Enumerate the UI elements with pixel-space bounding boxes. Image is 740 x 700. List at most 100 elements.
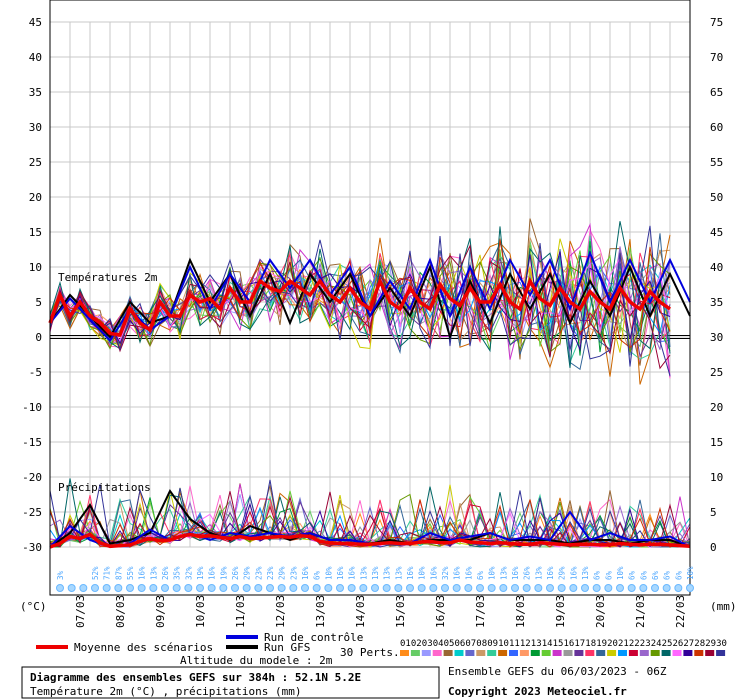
member-swatch [410, 650, 420, 656]
prob-label: 3% [56, 570, 65, 580]
prob-label: 35% [173, 566, 182, 580]
prob-label: 16% [336, 566, 345, 580]
member-swatch [530, 650, 540, 656]
prob-dot [662, 584, 671, 592]
prob-label: 16% [464, 566, 473, 580]
prob-label: 6% [604, 570, 613, 580]
prob-label: 16% [546, 566, 555, 580]
prob-label: 10% [488, 566, 497, 580]
date-label: 15/03 [394, 595, 407, 628]
prob-dot [219, 584, 228, 592]
prob-dot [184, 584, 193, 592]
prob-label: 32% [184, 566, 193, 580]
prob-label: 23% [254, 566, 263, 580]
member-number: 14 [542, 639, 553, 649]
prob-label: 6% [651, 570, 660, 580]
date-label: 18/03 [514, 595, 527, 628]
member-swatch [465, 650, 475, 656]
prob-dot [254, 584, 263, 592]
prob-label: 16% [569, 566, 578, 580]
prob-dot [627, 584, 636, 592]
prob-label: 16% [348, 566, 357, 580]
member-number: 03 [422, 639, 433, 649]
prob-label: 13% [394, 566, 403, 580]
prob-label: 13% [371, 566, 380, 580]
prob-label: 23% [289, 566, 298, 580]
member-number: 23 [640, 639, 651, 649]
right-tick-label: 20 [710, 401, 723, 414]
prob-label: 26% [523, 566, 532, 580]
member-temp-line [49, 252, 671, 349]
member-swatch [519, 650, 529, 656]
member-swatch [694, 650, 704, 656]
main-lines [48, 250, 691, 549]
prob-dot [172, 584, 181, 592]
date-label: 22/03 [674, 595, 687, 628]
prob-label: 32% [441, 566, 450, 580]
right-tick-label: 60 [710, 121, 723, 134]
member-number: 06 [455, 639, 466, 649]
member-swatch [421, 650, 431, 656]
right-unit: (mm) [710, 600, 737, 613]
prob-dot [441, 584, 449, 592]
prob-dot [581, 584, 589, 592]
footer-subtitle: Température 2m (°C) , précipitations (mm… [30, 685, 302, 698]
member-swatch [661, 650, 671, 656]
member-number: 01 [400, 639, 411, 649]
right-tick-label: 25 [710, 366, 723, 379]
prob-dot [476, 584, 484, 592]
member-legend: 01 02 03 04 05 06 07 08 09 10 11 12 13 14 15 16 17 18 19 20… [400, 639, 727, 656]
prob-label: 13% [359, 566, 368, 580]
prob-dot [546, 584, 554, 592]
date-label: 10/03 [194, 595, 207, 628]
member-swatch [476, 650, 486, 656]
date-label: 09/03 [154, 595, 167, 628]
member-number: 02 [411, 639, 422, 649]
prob-label: 13% [534, 566, 543, 580]
prob-label: 29% [243, 566, 252, 580]
member-number: 19 [596, 639, 607, 649]
prob-dot [67, 584, 76, 592]
control-temp-line [49, 250, 691, 343]
member-number: 26 [673, 639, 684, 649]
prob-label: 16% [208, 566, 217, 580]
left-tick-label: -10 [22, 401, 42, 414]
prob-label: 16% [511, 566, 520, 580]
prob-label: 10% [418, 566, 427, 580]
left-tick-label: 25 [29, 156, 42, 169]
member-swatch [628, 650, 638, 656]
member-number: 25 [662, 639, 673, 649]
right-tick-label: 0 [710, 541, 717, 554]
prob-dot [616, 584, 624, 592]
prob-dot [417, 584, 426, 592]
prob-label: 6% [663, 570, 672, 580]
member-number: 28 [694, 639, 705, 649]
copyright: Copyright 2023 Meteociel.fr [448, 685, 627, 698]
prob-dot [149, 584, 158, 592]
prob-dot [406, 584, 414, 592]
member-number: 30 [716, 639, 727, 649]
prob-dot [371, 584, 379, 592]
prob-dot [569, 584, 578, 592]
prob-dot [487, 584, 496, 592]
plot-frame [49, 0, 691, 596]
prob-label: 26% [161, 566, 170, 580]
prob-label: 10% [616, 566, 625, 580]
prob-dot [347, 584, 356, 592]
left-tick-label: 20 [29, 191, 42, 204]
prob-label: 16% [301, 566, 310, 580]
left-tick-label: 40 [29, 51, 42, 64]
member-swatch [716, 650, 726, 656]
prob-dot [231, 584, 239, 592]
prob-label: 16% [429, 566, 438, 580]
member-number: 09 [487, 639, 498, 649]
date-label: 07/03 [74, 595, 87, 628]
prob-dot [651, 584, 659, 592]
member-number: 24 [651, 639, 662, 649]
date-label: 20/03 [594, 595, 607, 628]
left-tick-label: 5 [35, 296, 42, 309]
right-tick-label: 10 [710, 471, 723, 484]
date-label: 08/03 [114, 595, 127, 628]
mean-precip-line [49, 532, 691, 549]
